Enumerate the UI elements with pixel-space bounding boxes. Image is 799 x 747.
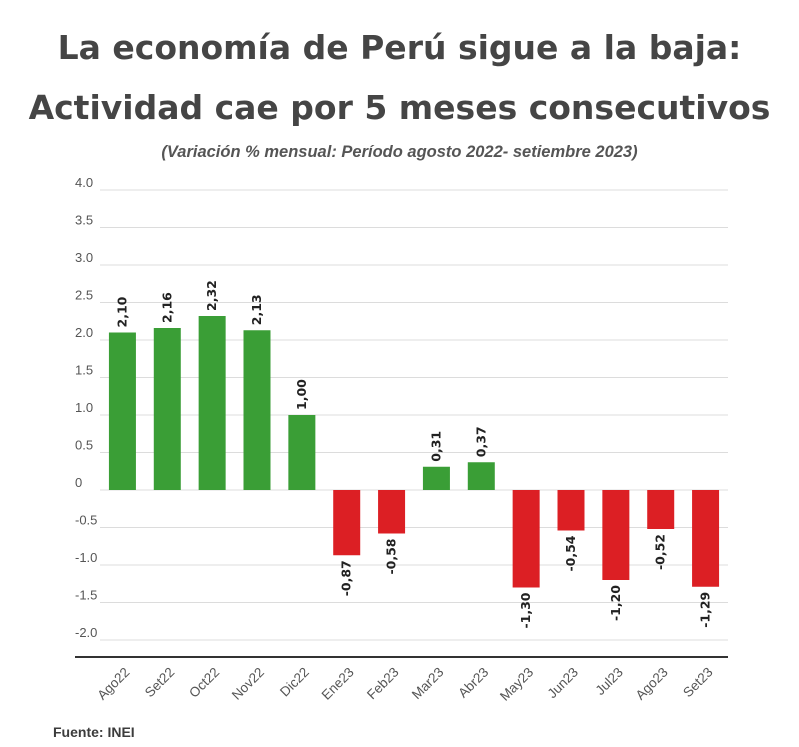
- bar: [692, 490, 720, 587]
- data-label: 2,16: [159, 292, 174, 323]
- data-label: -1,20: [608, 585, 623, 621]
- y-tick-label: 0.5: [75, 438, 93, 453]
- y-tick-label: 1.5: [75, 363, 93, 378]
- x-tick-label: Nov22: [229, 665, 267, 703]
- x-tick-label: Oct22: [186, 665, 222, 701]
- x-tick-label: Jun23: [544, 665, 581, 702]
- y-tick-label: 4.0: [75, 175, 93, 190]
- y-tick-label: 0: [75, 475, 82, 490]
- data-label: 1,00: [294, 379, 309, 410]
- data-label: 0,37: [473, 426, 488, 457]
- x-tick-label: Abr23: [455, 665, 491, 701]
- bar: [602, 490, 630, 580]
- data-label: 0,31: [428, 431, 443, 462]
- x-tick-label: Ene23: [319, 665, 357, 703]
- title-line-2: Actividad cae por 5 meses consecutivos: [28, 88, 771, 127]
- x-tick-label: Feb23: [364, 665, 402, 703]
- y-tick-label: -1.5: [75, 588, 97, 603]
- data-label: -0,58: [384, 539, 399, 575]
- x-tick-label: Set23: [680, 665, 716, 701]
- x-tick-label: Set22: [142, 665, 178, 701]
- x-tick-label: Jul23: [593, 665, 626, 698]
- bar: [512, 490, 540, 588]
- chart-title: La economía de Perú sigue a la baja: Act…: [0, 18, 799, 138]
- chart-subtitle: (Variación % mensual: Período agosto 202…: [161, 143, 638, 161]
- data-label: -1,30: [518, 592, 533, 628]
- y-tick-label: 1.0: [75, 400, 93, 415]
- bar: [288, 415, 316, 490]
- bar: [108, 332, 136, 490]
- bar: [647, 490, 675, 529]
- x-tick-label: Ago23: [633, 665, 671, 703]
- y-tick-label: -2.0: [75, 625, 97, 640]
- bar: [378, 490, 406, 534]
- y-tick-label: 2.5: [75, 288, 93, 303]
- data-label: 2,10: [114, 296, 129, 327]
- y-tick-label: 2.0: [75, 325, 93, 340]
- data-label: -0,52: [653, 534, 668, 570]
- bar: [333, 490, 361, 556]
- y-tick-label: 3.5: [75, 213, 93, 228]
- bar: [153, 328, 181, 490]
- y-tick-label: -1.0: [75, 550, 97, 565]
- data-label: 2,32: [204, 280, 219, 311]
- bar: [243, 330, 271, 490]
- y-tick-label: 3.0: [75, 250, 93, 265]
- bar: [557, 490, 585, 531]
- data-label: -0,54: [563, 535, 578, 571]
- y-tick-label: -0.5: [75, 513, 97, 528]
- x-tick-label: Dic22: [277, 665, 312, 700]
- bar: [198, 316, 226, 490]
- x-tick-label: Ago22: [94, 665, 132, 703]
- data-label: -0,87: [339, 560, 354, 596]
- bar: [467, 462, 495, 490]
- source-note: Fuente: INEI: [53, 724, 135, 740]
- x-tick-label: Mar23: [409, 665, 447, 703]
- title-line-1: La economía de Perú sigue a la baja:: [57, 28, 742, 67]
- x-tick-label: May23: [497, 665, 536, 704]
- data-label: -1,29: [698, 592, 713, 628]
- data-label: 2,13: [249, 294, 264, 325]
- bar: [422, 466, 450, 490]
